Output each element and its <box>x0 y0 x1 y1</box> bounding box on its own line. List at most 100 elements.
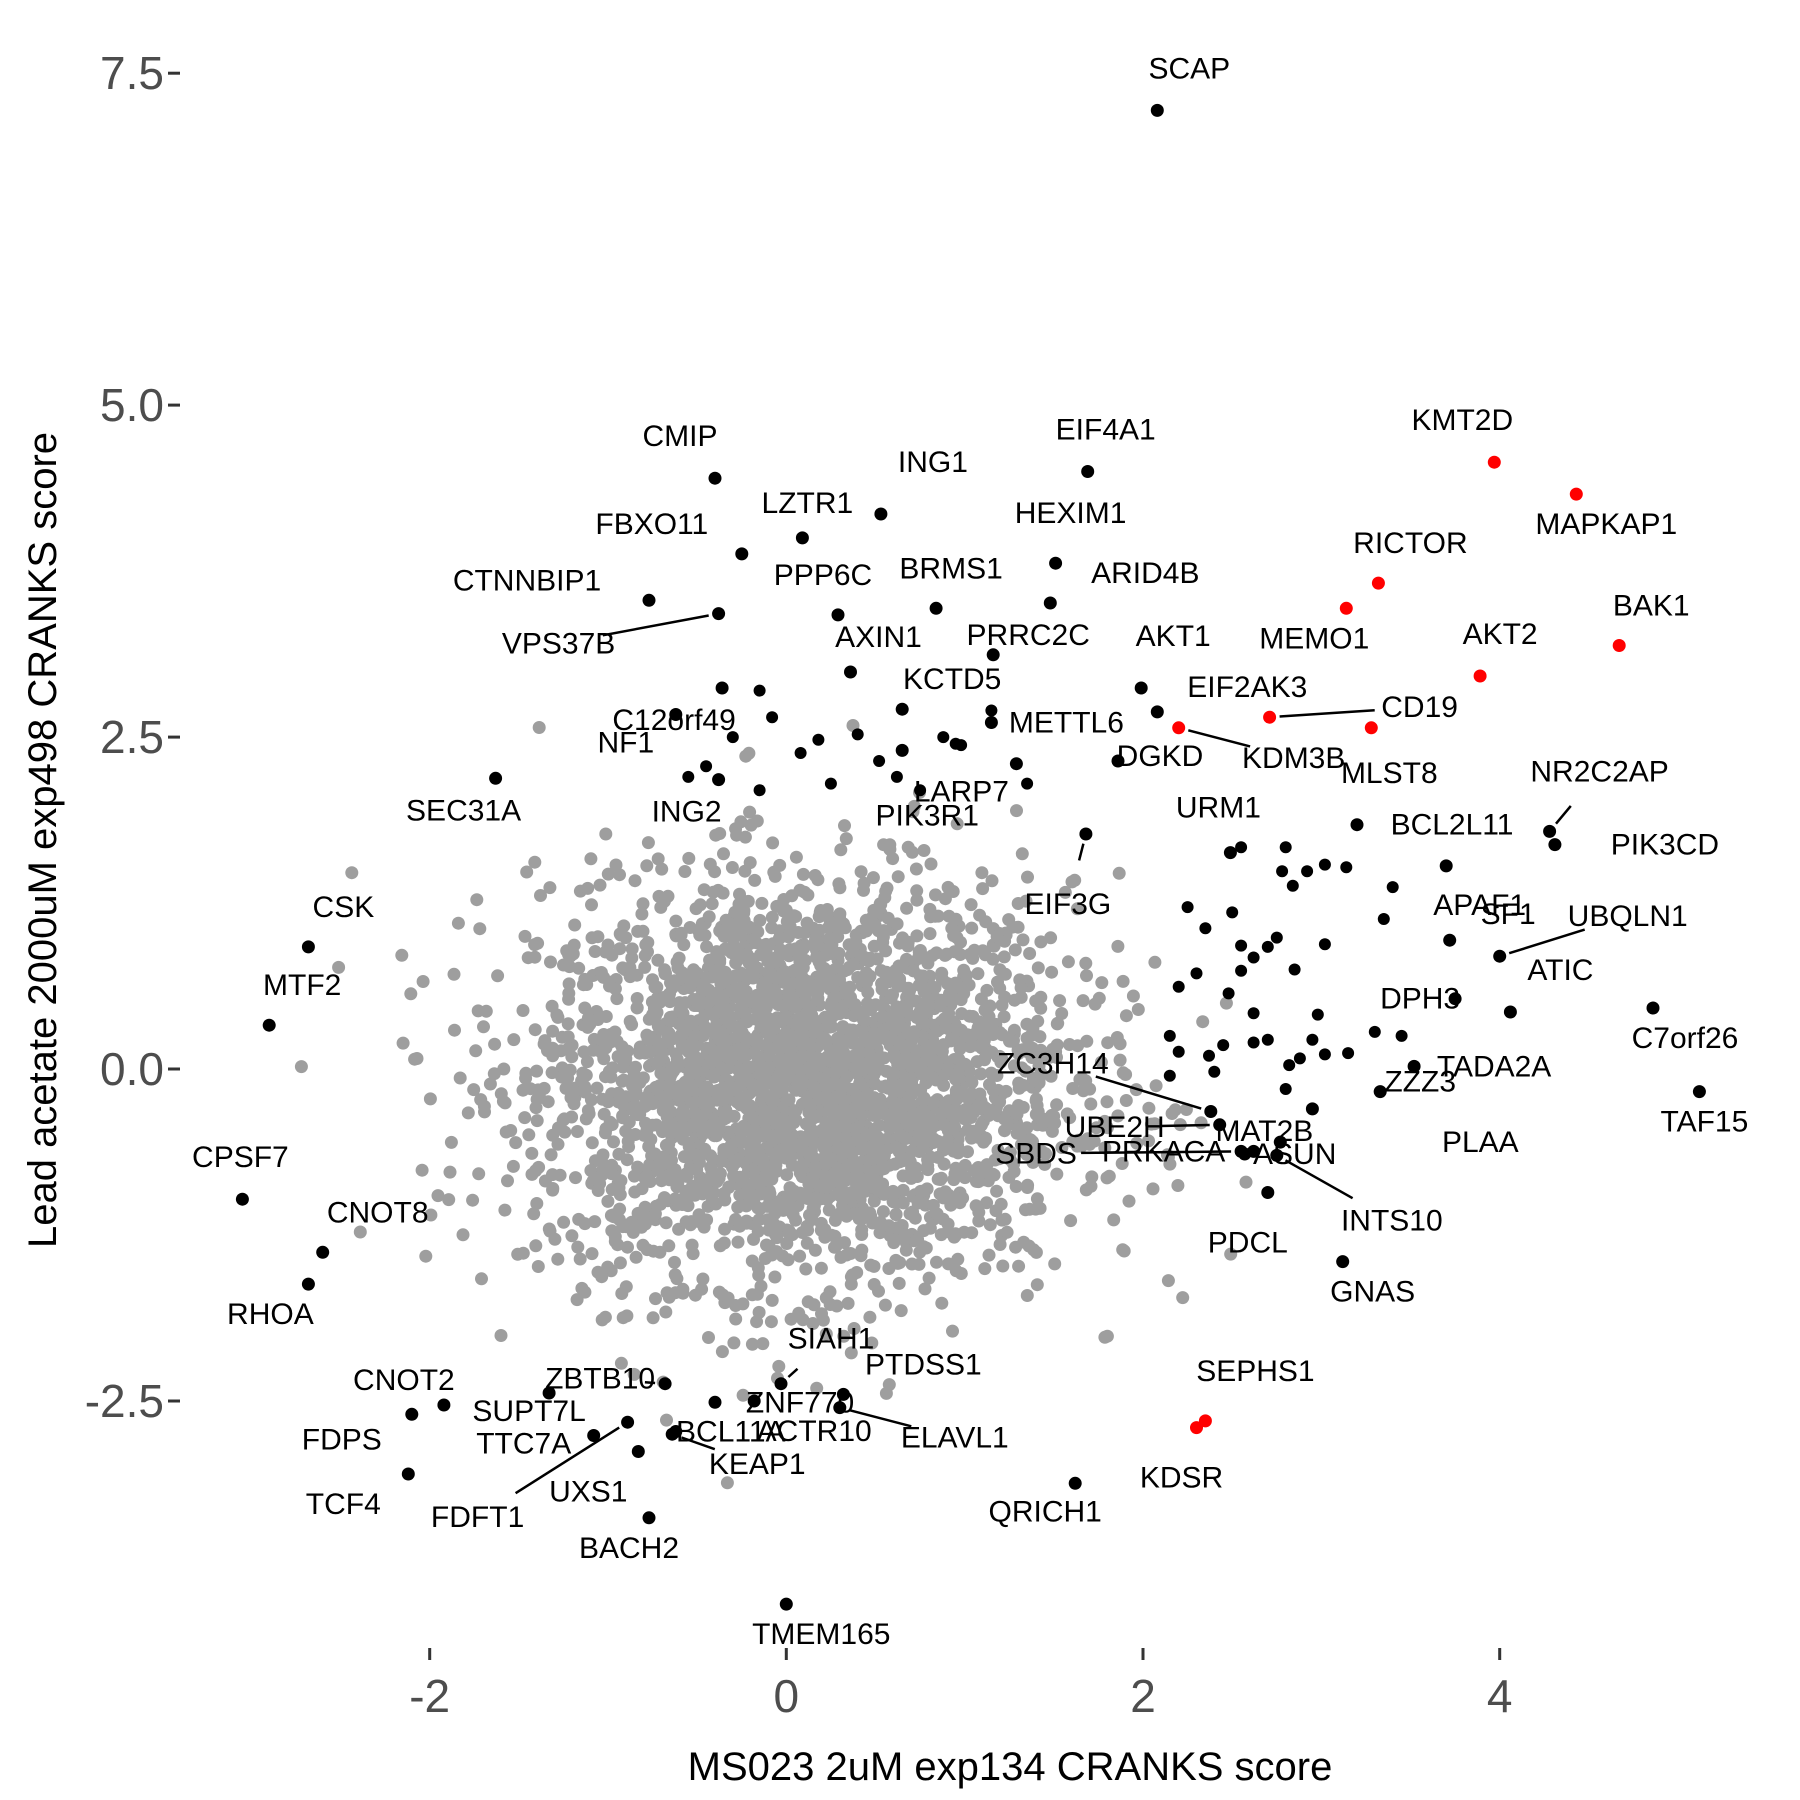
point-label: PTDSS1 <box>865 1348 982 1381</box>
background-point <box>1126 989 1140 1003</box>
background-point <box>623 1014 637 1028</box>
data-point <box>1079 827 1093 841</box>
background-point <box>899 1243 913 1257</box>
background-point <box>848 939 862 953</box>
background-point <box>880 1186 893 1199</box>
background-point <box>629 1084 643 1098</box>
background-point <box>597 1107 611 1121</box>
data-point <box>986 648 1000 662</box>
background-point <box>936 1191 950 1205</box>
background-point <box>997 950 1011 964</box>
background-point <box>704 1160 718 1174</box>
background-point <box>1009 1180 1023 1193</box>
point-label: HEXIM1 <box>1015 497 1127 530</box>
background-point <box>544 955 557 969</box>
background-point <box>655 1157 669 1171</box>
background-point <box>990 1184 1004 1198</box>
background-point <box>768 1129 782 1143</box>
background-point <box>1047 1109 1061 1123</box>
data-point <box>1305 1102 1319 1116</box>
background-point <box>684 1043 698 1057</box>
y-tick-label: -2.5 <box>85 1375 164 1427</box>
background-point <box>907 964 920 978</box>
background-point <box>838 1236 851 1250</box>
background-point <box>717 1236 731 1250</box>
background-point <box>697 1220 711 1234</box>
background-point <box>900 1000 914 1014</box>
background-point <box>1007 1059 1021 1073</box>
background-point <box>590 1081 604 1095</box>
background-point <box>542 1222 556 1236</box>
background-point <box>494 1087 508 1101</box>
background-point <box>1075 1071 1089 1085</box>
point-label: PDCL <box>1208 1227 1288 1260</box>
background-point <box>678 865 692 878</box>
background-point <box>467 1083 481 1097</box>
point-label: PIK3R1 <box>876 799 979 832</box>
point-label: CMIP <box>643 420 718 453</box>
data-point <box>262 1018 276 1032</box>
background-point <box>629 1060 642 1074</box>
background-point <box>995 998 1009 1012</box>
background-point <box>759 937 773 951</box>
background-point <box>1146 1182 1160 1196</box>
background-point <box>561 1030 575 1044</box>
background-point <box>472 1167 486 1181</box>
background-point <box>773 858 787 872</box>
background-point <box>770 1086 784 1100</box>
background-point <box>935 1296 949 1310</box>
background-point <box>646 1311 660 1325</box>
background-point <box>832 877 846 891</box>
background-point <box>643 1175 657 1188</box>
y-tick-label: 0.0 <box>100 1043 164 1095</box>
background-point <box>617 919 631 933</box>
data-point <box>1150 103 1164 117</box>
background-point <box>973 1087 987 1101</box>
data-point <box>708 471 722 485</box>
background-point <box>834 1250 848 1264</box>
background-point <box>551 1252 565 1266</box>
background-point <box>745 1337 759 1351</box>
background-point <box>541 1095 555 1109</box>
background-point <box>557 1215 571 1229</box>
data-point <box>642 593 656 607</box>
background-point <box>913 1245 927 1259</box>
background-point <box>964 898 978 912</box>
background-point <box>754 1279 768 1293</box>
background-point <box>396 1036 410 1050</box>
background-point <box>887 1047 901 1061</box>
background-point <box>667 1125 680 1139</box>
background-point <box>693 928 707 942</box>
background-point <box>709 828 723 842</box>
background-point <box>652 1085 666 1099</box>
background-point <box>668 1268 682 1282</box>
background-point <box>947 929 961 943</box>
background-point <box>1219 996 1233 1010</box>
background-point <box>1009 1240 1023 1254</box>
background-point <box>686 1247 700 1261</box>
background-point <box>958 1158 972 1172</box>
data-point <box>836 1387 850 1401</box>
background-point <box>949 1084 963 1098</box>
background-point <box>573 1252 587 1266</box>
background-point <box>701 996 715 1010</box>
data-point <box>1612 639 1626 652</box>
background-point <box>837 964 851 978</box>
background-point <box>682 851 696 865</box>
background-point <box>705 897 719 911</box>
point-label: ING1 <box>898 446 968 479</box>
background-point <box>576 978 590 992</box>
background-point <box>743 1060 757 1074</box>
background-point <box>970 1038 983 1052</box>
background-point <box>638 960 652 974</box>
background-point <box>566 947 580 961</box>
data-point <box>405 1407 419 1421</box>
background-point <box>744 818 758 832</box>
background-point <box>914 1184 928 1198</box>
point-label: EIF3G <box>1025 888 1112 921</box>
background-point <box>878 1298 892 1312</box>
background-point <box>562 977 576 991</box>
background-point <box>529 1101 543 1115</box>
data-point <box>766 711 779 724</box>
background-point <box>738 830 752 844</box>
